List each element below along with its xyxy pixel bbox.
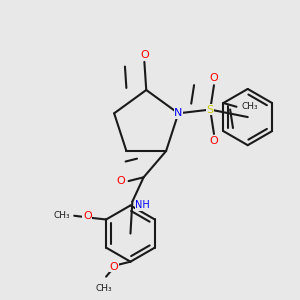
Text: O: O [140, 50, 149, 60]
Text: N: N [174, 108, 182, 118]
Text: O: O [83, 212, 92, 221]
Text: CH₃: CH₃ [96, 284, 112, 293]
Text: S: S [207, 105, 214, 115]
Text: CH₃: CH₃ [53, 211, 70, 220]
Text: O: O [210, 74, 218, 83]
Text: O: O [117, 176, 125, 186]
Text: CH₃: CH₃ [242, 102, 258, 111]
Text: O: O [210, 136, 218, 146]
Text: NH: NH [135, 200, 150, 210]
Text: O: O [109, 262, 118, 272]
